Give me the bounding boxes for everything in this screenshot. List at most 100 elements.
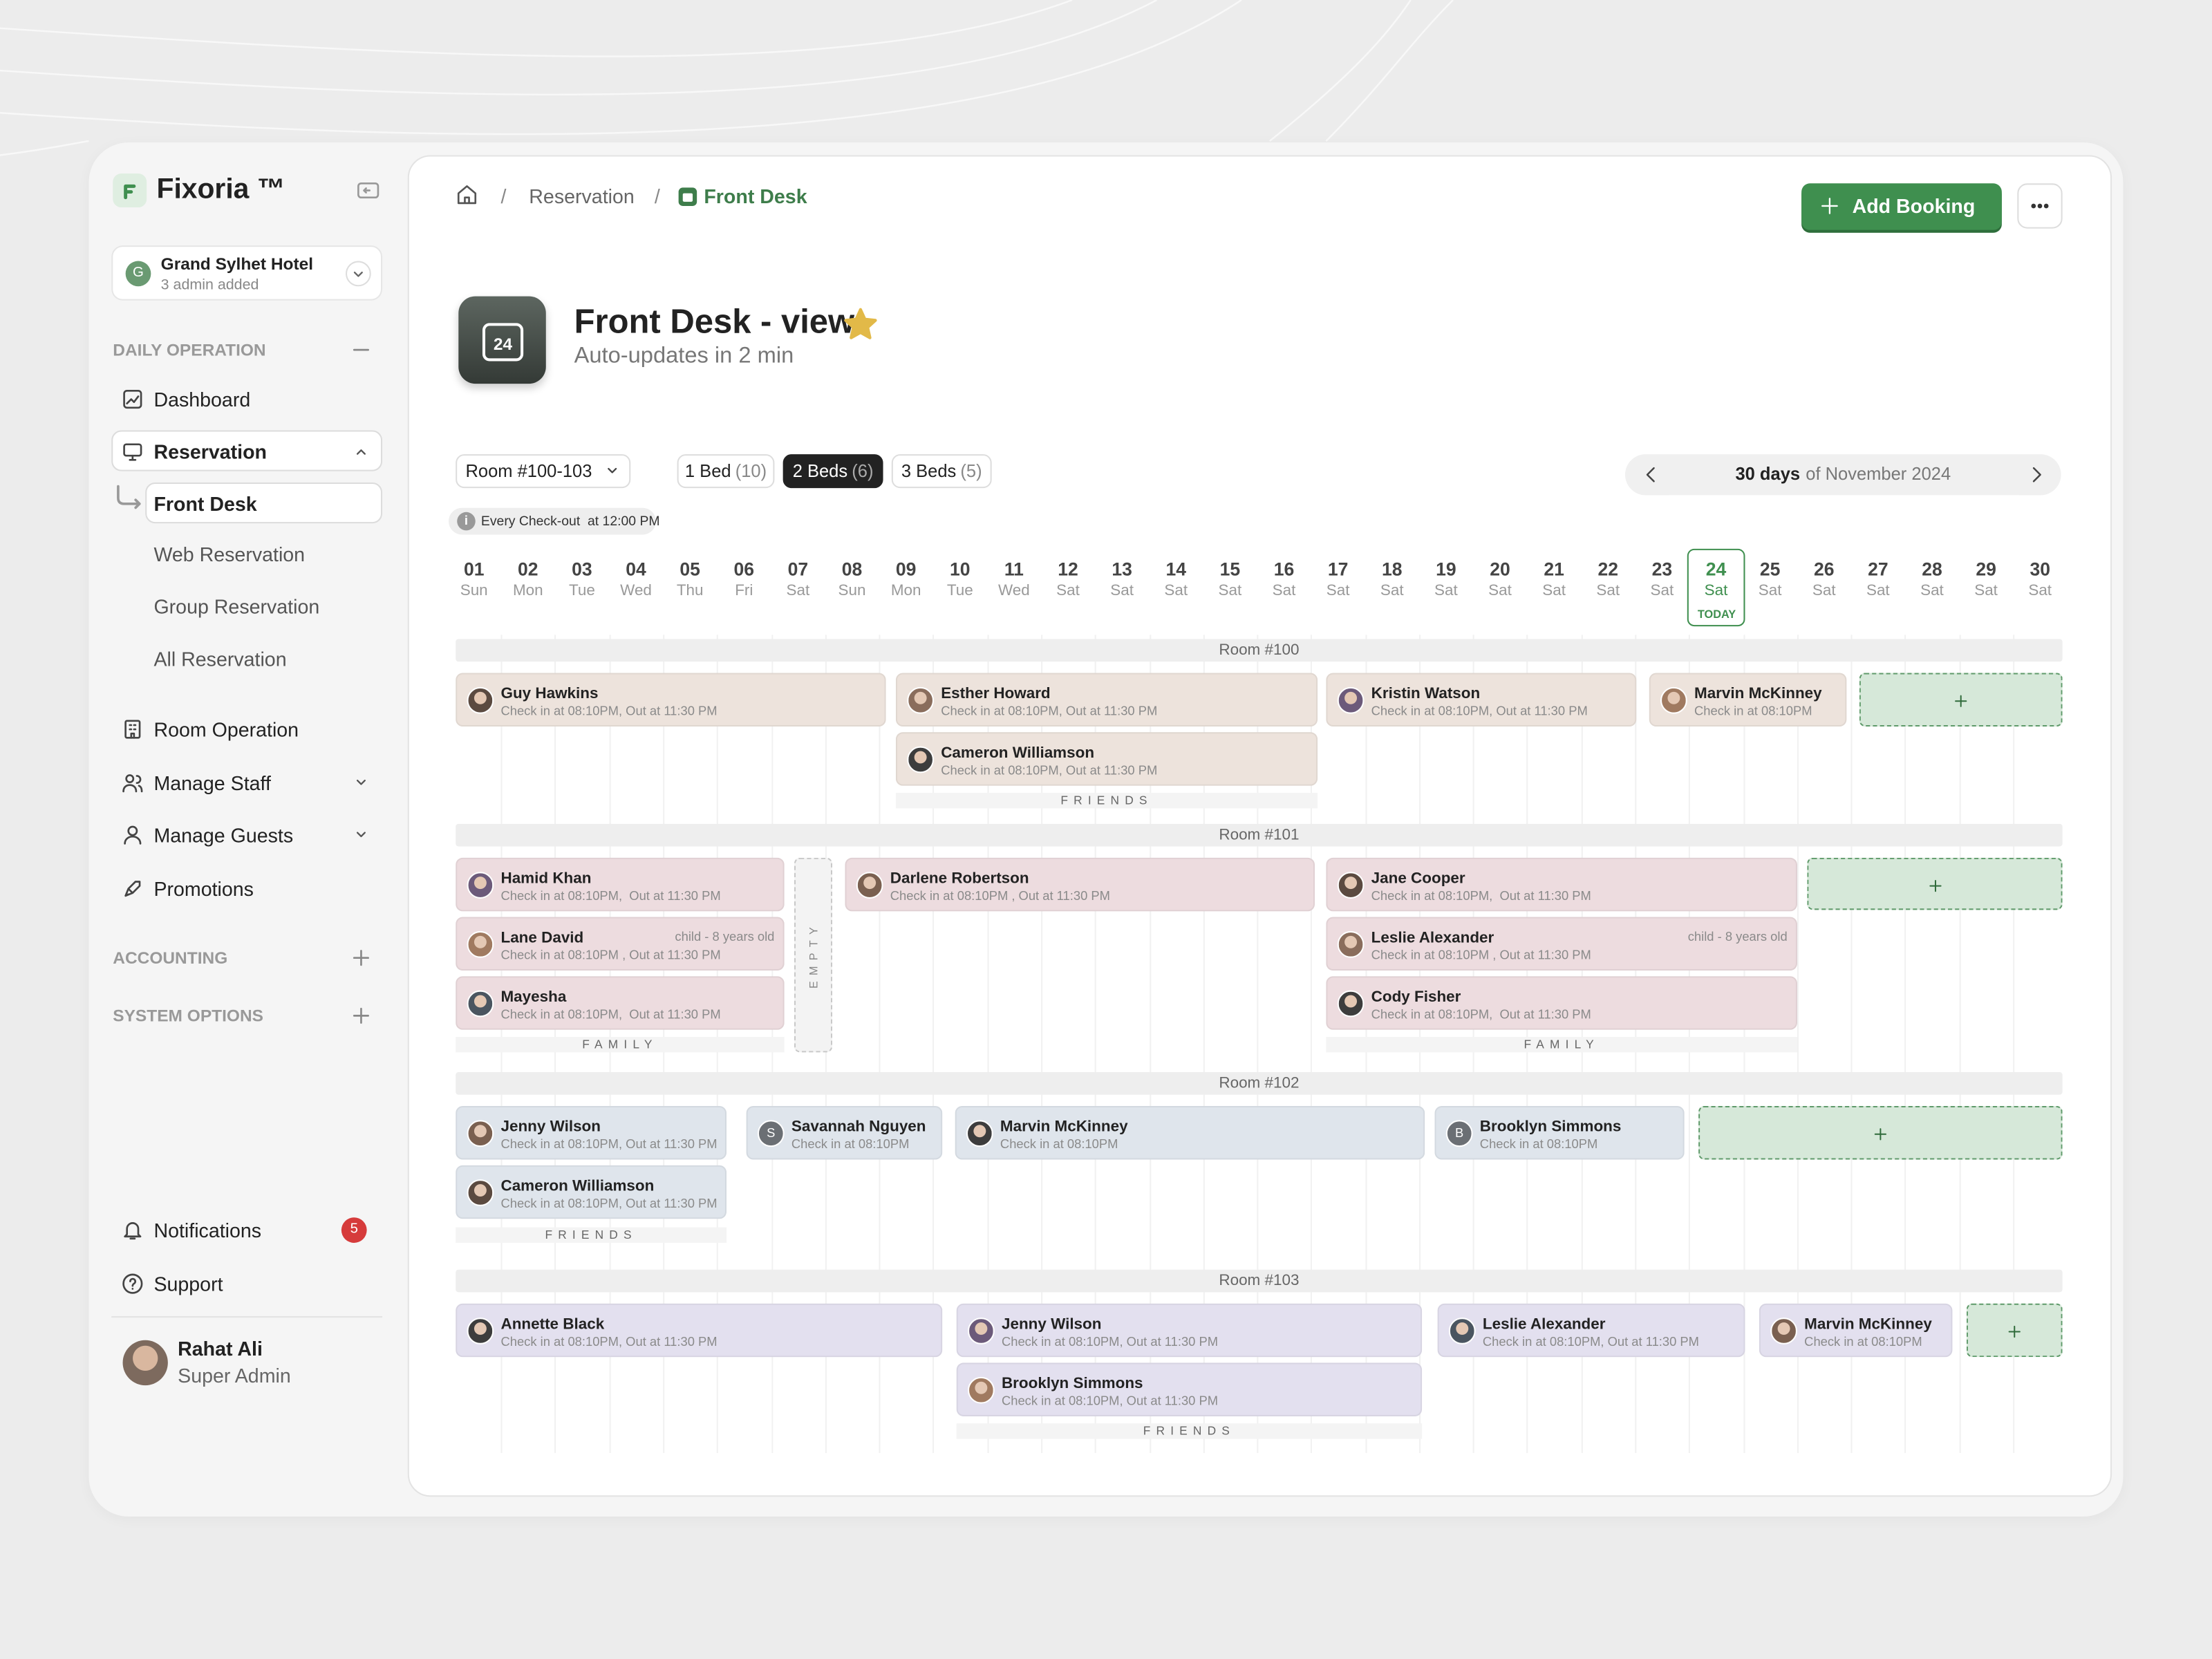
icon-shape [124, 1222, 142, 1240]
nav-item[interactable]: Notifications [153, 1219, 262, 1241]
booking-card[interactable]: Marvin McKinney Check in at 08:10PM [1759, 1303, 1953, 1358]
bed-tab[interactable]: 2 Beds (6) [782, 454, 883, 489]
section-title: ACCOUNTING [113, 948, 228, 968]
nav-chevron [351, 825, 371, 845]
booking-card[interactable]: Kristin Watson Check in at 08:10PM, Out a… [1326, 673, 1637, 727]
day-date: 13 [1112, 559, 1132, 580]
day-grid-line [879, 635, 881, 1454]
day-weekday: Sat [1758, 582, 1782, 600]
booking-card[interactable]: Cameron Williamson Check in at 08:10PM, O… [895, 732, 1318, 786]
guest-name: Marvin McKinney [1804, 1316, 1932, 1333]
booking-detail: Check in at 08:10PM, Out at 11:30 PM [500, 1196, 718, 1211]
subitem-arrow [114, 482, 145, 514]
guest-name: Leslie Alexander [1482, 1316, 1606, 1333]
booking-card[interactable]: Hamid Khan Check in at 08:10PM, Out at 11… [456, 857, 785, 912]
icon [2031, 203, 2049, 209]
booking-card[interactable]: Leslie Alexander Check in at 08:10PM , Ou… [1326, 917, 1797, 971]
bed-tab-label: 3 Beds [901, 461, 957, 481]
icon-shape [2037, 203, 2043, 209]
icon-shape [2031, 203, 2036, 209]
nav-item[interactable]: Group Reservation [153, 595, 320, 618]
booking-detail: Check in at 08:10PM, Out at 11:30 PM [1482, 1334, 1699, 1349]
booking-card[interactable]: Mayesha Check in at 08:10PM, Out at 11:30… [456, 976, 785, 1030]
booking-card[interactable]: Marvin McKinney Check in at 08:10PM [955, 1105, 1425, 1160]
booking-detail: Check in at 08:10PM [791, 1136, 910, 1152]
expand-section[interactable] [350, 946, 373, 969]
nav-item[interactable]: Reservation [153, 440, 268, 463]
nav-item[interactable]: Manage Staff [153, 771, 271, 794]
day-grid-line [1257, 635, 1259, 1454]
icon-shape [124, 720, 141, 739]
booking-card[interactable]: Guy Hawkins Check in at 08:10PM, Out at 1… [456, 673, 886, 727]
booking-card[interactable]: Darlene Robertson Check in at 08:10PM , O… [845, 857, 1315, 912]
prev-button[interactable] [1640, 464, 1662, 485]
booking-card[interactable]: Esther Howard Check in at 08:10PM, Out at… [895, 673, 1318, 727]
nav-item[interactable]: Manage Guests [153, 823, 294, 847]
booking-detail: Check in at 08:10PM , Out at 11:30 PM [890, 888, 1110, 903]
day-weekday: Sat [1542, 582, 1566, 600]
booking-card[interactable]: Brooklyn Simmons Check in at 08:10PM, Out… [956, 1362, 1423, 1416]
booking-card[interactable]: Cameron Williamson Check in at 08:10PM, O… [456, 1165, 727, 1219]
bed-tab[interactable]: 3 Beds (5) [891, 454, 992, 489]
day-date: 14 [1165, 559, 1187, 580]
nav-item-box[interactable] [111, 430, 383, 471]
booking-card[interactable]: Jane Cooper Check in at 08:10PM, Out at 1… [1326, 857, 1797, 912]
add-booking-slot[interactable] [1966, 1303, 2063, 1358]
nav-item[interactable]: Web Reservation [153, 543, 306, 566]
collapse-section[interactable] [350, 339, 373, 362]
icon-shape [117, 485, 141, 509]
day-weekday: Tue [568, 582, 595, 600]
guest-avatar [1337, 990, 1365, 1018]
room-select[interactable] [456, 454, 631, 489]
day-weekday: Mon [512, 582, 543, 600]
nav-item[interactable]: Promotions [153, 877, 254, 901]
bed-tab-label: 2 Beds [792, 461, 848, 481]
booking-card[interactable]: Jenny Wilson Check in at 08:10PM, Out at … [956, 1303, 1423, 1358]
nav-item-box[interactable] [145, 482, 383, 524]
day-weekday: Sat [1056, 582, 1080, 600]
breadcrumb[interactable]: Reservation [529, 185, 635, 207]
expand-section[interactable] [350, 1004, 373, 1027]
breadcrumb[interactable]: Front Desk [704, 185, 807, 207]
nav-icon [122, 824, 144, 847]
booking-card[interactable]: Marvin McKinney Check in at 08:10PM [1649, 673, 1847, 727]
day-date: 16 [1273, 559, 1295, 580]
room-header: Room #101 [456, 823, 2063, 847]
booking-card[interactable]: Cody Fisher Check in at 08:10PM, Out at 1… [1326, 976, 1797, 1030]
user-avatar[interactable] [122, 1340, 168, 1386]
nav-item[interactable]: All Reservation [153, 647, 287, 671]
day-grid-line [1203, 635, 1205, 1454]
booking-card[interactable]: Lane David Check in at 08:10PM , Out at 1… [456, 917, 785, 971]
guest-avatar [467, 930, 494, 958]
guest-avatar [967, 1376, 995, 1404]
guest-name: Cody Fisher [1371, 988, 1461, 1006]
nav-item[interactable]: Dashboard [153, 388, 251, 411]
nav-item[interactable]: Support [153, 1272, 223, 1295]
guest-avatar [966, 1120, 993, 1147]
nav-item[interactable]: Front Desk [153, 492, 257, 515]
favorite-star[interactable] [842, 306, 879, 343]
booking-card[interactable]: B Brooklyn Simmons Check in at 08:10PM [1434, 1105, 1685, 1160]
bed-tab[interactable]: 1 Bed (10) [677, 454, 775, 489]
user-role: Super Admin [178, 1364, 291, 1387]
guest-avatar [467, 990, 494, 1018]
hotel-toggle[interactable] [345, 261, 371, 287]
home-icon[interactable] [456, 183, 478, 206]
booking-card[interactable]: Leslie Alexander Check in at 08:10PM, Out… [1437, 1303, 1745, 1358]
icon [124, 1222, 142, 1240]
collapse-button[interactable] [354, 179, 382, 202]
booking-card[interactable]: S Savannah Nguyen Check in at 08:10PM [746, 1105, 943, 1160]
day-date: 02 [518, 559, 538, 580]
booking-detail: Check in at 08:10PM, Out at 11:30 PM [1371, 704, 1588, 718]
hotel-initial: G [125, 261, 151, 287]
guest-avatar [467, 1179, 494, 1206]
checkout-note: Every Check-out at 12:00 PM [480, 514, 660, 530]
booking-card[interactable]: Jenny Wilson Check in at 08:10PM, Out at … [456, 1105, 727, 1160]
nav-item[interactable]: Room Operation [153, 718, 299, 741]
hotel-card[interactable] [111, 245, 383, 301]
booking-card[interactable]: Annette Black Check in at 08:10PM, Out at… [456, 1303, 943, 1358]
group-label: FRIENDS [956, 1423, 1423, 1439]
next-button[interactable] [2026, 464, 2047, 485]
